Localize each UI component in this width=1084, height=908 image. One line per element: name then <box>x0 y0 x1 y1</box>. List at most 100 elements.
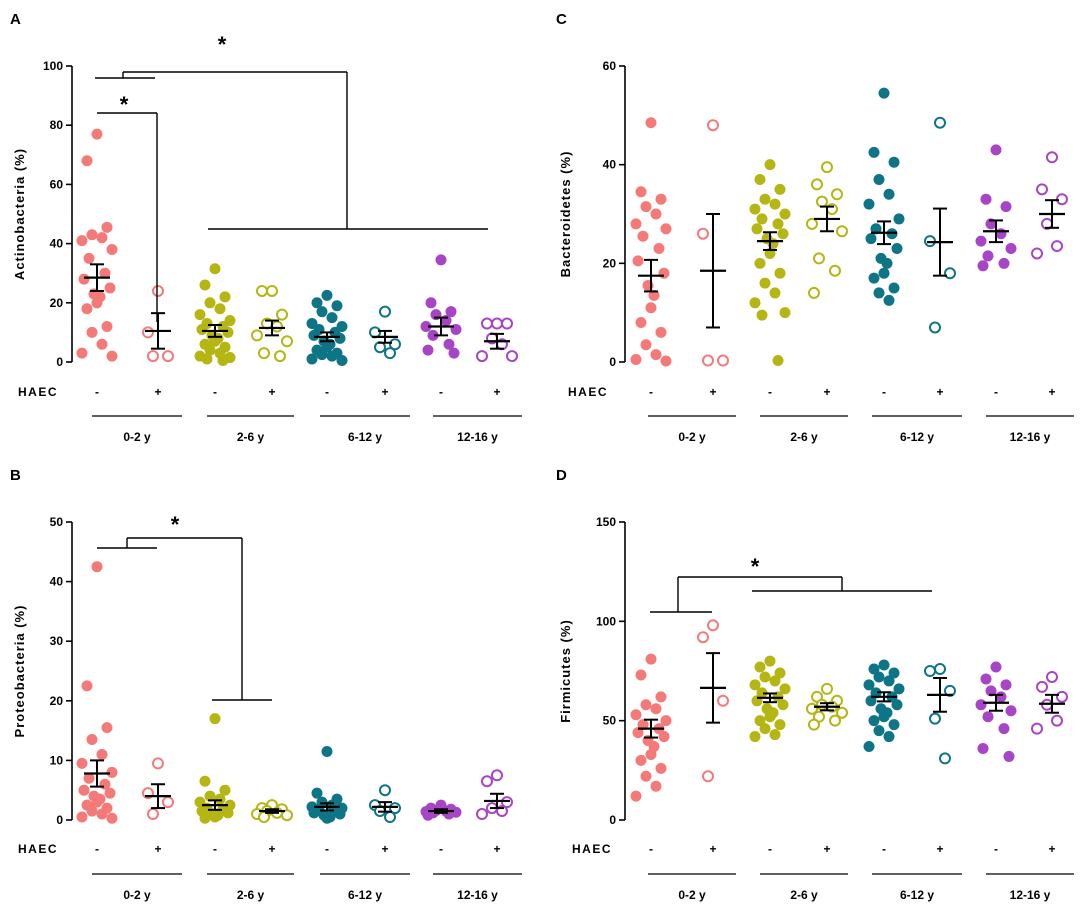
significance-star: * <box>751 554 760 579</box>
data-point <box>977 742 989 754</box>
data-point <box>754 257 766 269</box>
data-point <box>829 714 841 727</box>
data-point <box>316 349 328 361</box>
data-point <box>162 796 174 809</box>
data-point <box>756 309 768 321</box>
data-point <box>106 812 118 824</box>
data-point <box>883 675 895 687</box>
data-point <box>506 350 518 363</box>
y-axis-title: Firmicutes (%) <box>558 619 573 723</box>
data-point <box>640 699 652 711</box>
data-point <box>873 671 885 683</box>
data-point <box>939 752 951 765</box>
data-point <box>222 326 234 338</box>
data-point <box>443 338 455 350</box>
data-point <box>648 289 660 301</box>
data-point <box>982 711 994 723</box>
haec-label: HAEC <box>568 385 608 399</box>
data-point <box>759 671 771 683</box>
group-label: 12-16 y <box>1010 430 1051 444</box>
data-point <box>655 762 667 774</box>
haec-sign: - <box>882 385 886 399</box>
data-point <box>311 297 323 309</box>
y-tick-label: 50 <box>603 714 617 728</box>
data-point <box>764 159 776 171</box>
data-point <box>214 793 226 805</box>
data-point <box>982 250 994 262</box>
data-point <box>980 673 992 685</box>
data-point <box>91 561 103 573</box>
data-point <box>868 663 880 675</box>
data-point <box>476 808 488 821</box>
data-point <box>891 699 903 711</box>
data-point <box>83 772 95 784</box>
data-point <box>635 754 647 766</box>
data-point <box>868 146 880 158</box>
data-point <box>204 297 216 309</box>
data-point <box>101 722 113 734</box>
data-point <box>836 706 848 719</box>
data-point <box>384 347 396 360</box>
data-point <box>888 282 900 294</box>
haec-sign: + <box>936 842 943 856</box>
data-point <box>635 669 647 681</box>
data-point <box>816 195 828 208</box>
data-point <box>1036 183 1048 196</box>
data-point <box>995 691 1007 703</box>
data-point <box>769 729 781 741</box>
data-point <box>630 790 642 802</box>
data-point <box>281 809 293 822</box>
data-point <box>660 355 672 367</box>
data-point <box>199 279 211 291</box>
data-point <box>142 326 154 339</box>
data-point <box>1046 670 1058 683</box>
data-point <box>990 144 1002 156</box>
data-point <box>717 694 729 707</box>
data-point <box>749 297 761 309</box>
data-point <box>774 267 786 279</box>
data-point <box>491 317 503 330</box>
data-point <box>883 294 895 306</box>
haec-sign: + <box>268 842 275 856</box>
data-point <box>702 770 714 783</box>
data-point <box>878 87 890 99</box>
haec-sign: - <box>882 842 886 856</box>
data-point <box>445 306 457 318</box>
data-point <box>774 183 786 195</box>
data-point <box>99 778 111 790</box>
data-point <box>881 257 893 269</box>
data-point <box>76 811 88 823</box>
group-label: 2-6 y <box>237 430 265 444</box>
data-point <box>83 252 95 264</box>
group-label: 6-12 y <box>900 430 934 444</box>
data-point <box>501 796 513 809</box>
data-point <box>1036 680 1048 693</box>
data-point <box>808 718 820 731</box>
significance-star: * <box>218 32 227 57</box>
haec-sign: - <box>994 842 998 856</box>
data-point <box>1000 201 1012 213</box>
data-point <box>199 812 211 824</box>
data-point <box>76 757 88 769</box>
data-point <box>1003 750 1015 762</box>
data-point <box>769 287 781 299</box>
data-point <box>975 235 987 247</box>
data-point <box>924 665 936 677</box>
haec-sign: - <box>325 385 329 399</box>
data-point <box>772 218 784 230</box>
group-label: 2-6 y <box>237 888 265 902</box>
data-point <box>893 213 905 225</box>
data-point <box>78 273 90 285</box>
data-point <box>96 748 108 760</box>
data-point <box>977 260 989 272</box>
data-point <box>86 734 98 746</box>
data-point <box>640 770 652 782</box>
data-point <box>281 335 293 348</box>
significance-star: * <box>171 512 180 537</box>
y-axis-title: Bacteroidetes (%) <box>558 151 573 278</box>
data-point <box>650 208 662 220</box>
data-point <box>274 350 286 363</box>
haec-sign: - <box>95 842 99 856</box>
data-point <box>883 731 895 743</box>
